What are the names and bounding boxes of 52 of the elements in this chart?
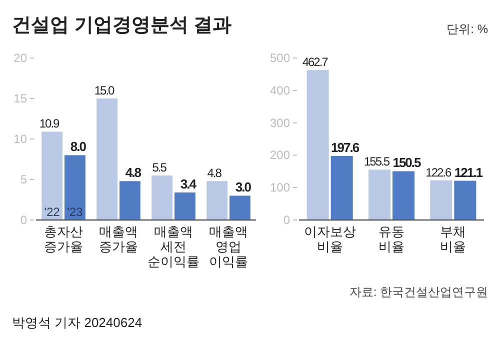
data-label: 122.6	[426, 165, 452, 180]
data-label: 155.5	[364, 154, 390, 169]
bar	[96, 98, 118, 220]
bar	[392, 171, 414, 220]
data-label: 150.5	[392, 155, 422, 170]
data-label: 10.9	[39, 116, 60, 131]
bar	[42, 132, 62, 220]
bar	[230, 196, 250, 220]
bar	[206, 181, 228, 220]
bar	[152, 175, 172, 220]
x-tick-label: 총자산 증가율	[44, 224, 83, 254]
y-tick-label: 200	[270, 148, 290, 162]
x-tick-label: 유동 비율	[378, 224, 404, 254]
bar	[368, 170, 390, 220]
text: 박영석 기자 20240624	[12, 315, 142, 330]
series-label: '23	[67, 205, 84, 219]
y-tick-label: 100	[270, 180, 290, 195]
data-label: 8.0	[70, 139, 86, 154]
bar	[64, 155, 86, 220]
data-label: 197.6	[331, 140, 360, 155]
bar	[330, 156, 353, 220]
text: 단위: %	[446, 22, 488, 36]
bar	[454, 180, 476, 220]
y-tick-label: 500	[270, 51, 290, 65]
bar	[174, 192, 196, 220]
x-tick-label: 이자보상 비율	[304, 224, 356, 254]
data-label: 3.0	[235, 180, 252, 195]
bar	[430, 180, 452, 220]
x-tick-label: 매출액 영업 이익률	[209, 224, 248, 269]
data-label: 4.8	[207, 166, 222, 180]
y-tick-label: 20	[14, 51, 28, 65]
series-label: '22	[44, 205, 60, 219]
y-tick-label: 10	[14, 132, 28, 146]
y-tick-label: 0	[283, 213, 290, 227]
y-tick-label: 0	[20, 213, 28, 227]
data-label: 3.4	[180, 176, 198, 192]
y-tick-label: 5	[20, 172, 28, 186]
text: 자료: 한국건설산업연구원	[349, 285, 488, 299]
data-label: 121.1	[454, 164, 483, 180]
x-tick-label: 매출액 세전 순이익률	[148, 224, 200, 269]
chart-title: 건설업 기업경영분석 결과	[12, 15, 232, 36]
x-tick-label: 부채 비율	[440, 224, 466, 254]
y-tick-label: 15	[14, 92, 28, 106]
y-tick-label: 400	[270, 83, 290, 98]
data-label: 5.5	[152, 160, 168, 174]
x-tick-label: 매출액 증가율	[99, 224, 138, 254]
bar	[120, 181, 140, 220]
data-label: 4.8	[125, 165, 142, 180]
y-tick-label: 300	[270, 116, 290, 130]
data-label: 462.7	[302, 55, 329, 70]
bar	[306, 70, 329, 220]
data-label: 15.0	[94, 84, 116, 98]
